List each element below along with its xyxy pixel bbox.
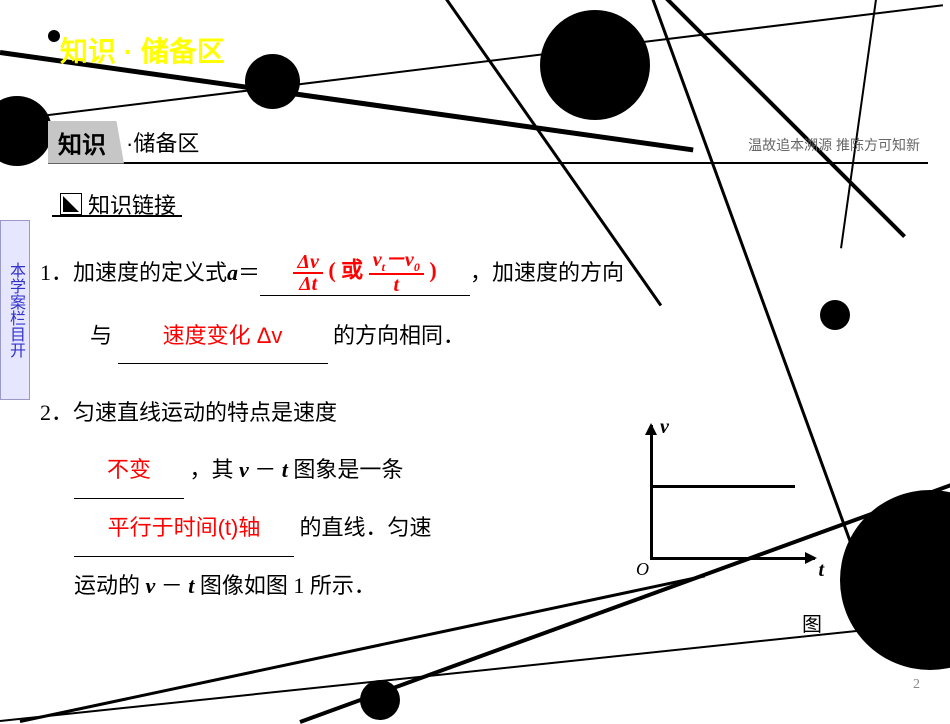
item-1-line-1: 1．加速度的定义式 a ＝ Δv Δt ( 或 vt－v0 t ) ，加速度的方… bbox=[40, 250, 910, 296]
var-t: t bbox=[282, 457, 288, 482]
minus: － bbox=[385, 249, 405, 271]
fraction-1: Δv Δt bbox=[293, 252, 322, 294]
y-label: v bbox=[660, 416, 669, 439]
sub-0: 0 bbox=[414, 260, 420, 274]
text: － bbox=[161, 573, 183, 598]
blank-fill-3: 平行于时间(t)轴 bbox=[74, 499, 294, 557]
x-label: t bbox=[818, 559, 824, 582]
deco-circle bbox=[245, 54, 300, 109]
paren: ) bbox=[429, 258, 436, 283]
frac-num: Δv bbox=[293, 252, 322, 274]
text: 与 bbox=[90, 323, 112, 348]
var-a: a bbox=[227, 262, 238, 284]
page-number: 2 bbox=[913, 677, 920, 693]
slide: 知识 · 储备区 知识 ·储备区 温故追本溯源 推陈方可知新 知识链接 1．加速… bbox=[0, 0, 950, 713]
side-tab[interactable]: 本学案栏目开 bbox=[0, 220, 30, 400]
slide-title: 知识 · 储备区 bbox=[60, 30, 225, 70]
figure-caption: 图 bbox=[802, 608, 822, 637]
blank-formula: Δv Δt ( 或 vt－v0 t ) bbox=[260, 250, 470, 296]
subheading-row: 知识链接 bbox=[60, 188, 182, 220]
text: － bbox=[254, 457, 276, 482]
section-tagline: 温故追本溯源 推陈方可知新 bbox=[748, 135, 920, 155]
v: v bbox=[405, 249, 414, 271]
text: 运动的 bbox=[74, 573, 146, 598]
section-sub: ·储备区 bbox=[126, 126, 199, 158]
deco-circle bbox=[0, 96, 52, 166]
frac-num: vt－v0 bbox=[369, 250, 424, 275]
text: 图象是一条 bbox=[293, 457, 403, 482]
var-v: v bbox=[146, 573, 156, 598]
subheading-underline bbox=[52, 215, 182, 217]
fill-answer: 速度变化 Δv bbox=[163, 323, 283, 348]
item-2: 2．匀速直线运动的特点是速度 不变 ，其 v － t 图象是一条 平行于时间(t… bbox=[40, 384, 450, 615]
text: 1．加速度的定义式 bbox=[40, 262, 227, 284]
item-1-line-2: 与 速度变化 Δv 的方向相同． bbox=[40, 310, 910, 364]
deco-circle bbox=[540, 10, 650, 120]
text: 图像如图 1 所示． bbox=[200, 573, 376, 598]
or-word: 或 bbox=[341, 258, 363, 283]
paren: ( bbox=[328, 258, 335, 283]
frac-den: t bbox=[389, 275, 403, 295]
text: 2．匀速直线运动的特点是速度 bbox=[40, 400, 337, 425]
v: v bbox=[373, 249, 382, 271]
text: ，加速度的方向 bbox=[470, 262, 624, 284]
text: 的方向相同． bbox=[333, 323, 465, 348]
fill-answer: 不变 bbox=[107, 457, 151, 482]
fraction-2: vt－v0 t bbox=[369, 250, 424, 295]
blank-fill-1: 速度变化 Δv bbox=[118, 310, 328, 364]
constant-line bbox=[651, 485, 795, 488]
text: 的直线．匀速 bbox=[300, 515, 432, 540]
vt-chart: v t O bbox=[630, 420, 820, 580]
x-axis bbox=[650, 557, 815, 560]
equals: ＝ bbox=[238, 262, 260, 284]
section-main: 知识 bbox=[48, 121, 124, 164]
deco-circle bbox=[48, 30, 60, 42]
origin-label: O bbox=[636, 559, 649, 580]
text: ，其 bbox=[190, 457, 240, 482]
blank-fill-2: 不变 bbox=[74, 441, 184, 499]
fill-answer: 平行于时间(t)轴 bbox=[108, 515, 261, 540]
var-t: t bbox=[188, 573, 194, 598]
frac-den: Δt bbox=[295, 274, 321, 294]
triangle-icon bbox=[60, 193, 82, 215]
var-v: v bbox=[239, 457, 249, 482]
y-axis bbox=[650, 425, 653, 560]
